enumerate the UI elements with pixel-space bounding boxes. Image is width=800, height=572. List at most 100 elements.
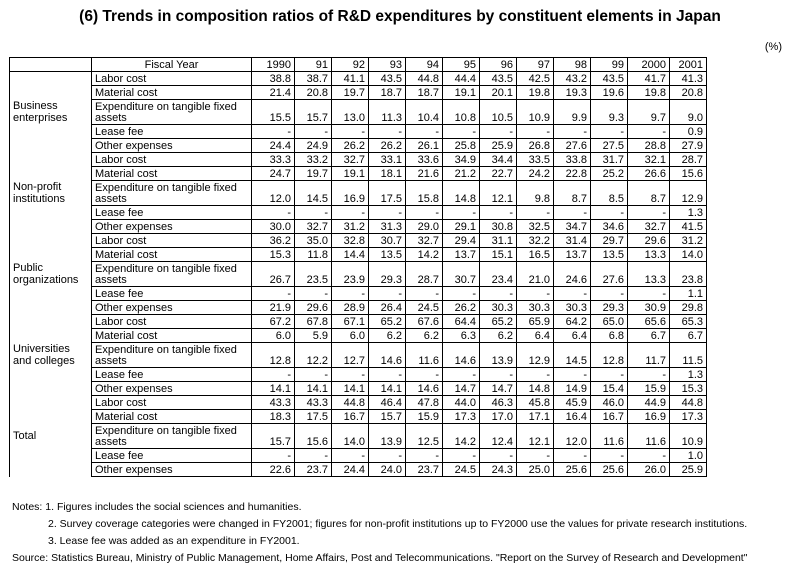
value-cell: -: [442, 124, 480, 139]
element-label: Material cost: [91, 328, 252, 343]
value-cell: -: [405, 286, 443, 301]
value-cell: 21.0: [516, 261, 554, 287]
value-cell: 24.5: [442, 462, 480, 477]
value-cell: 13.5: [590, 247, 628, 262]
table-row: Expenditure on tangible fixed assets 15.5…: [10, 99, 707, 125]
year-header: 91: [294, 57, 332, 72]
element-label: Labor cost: [91, 233, 252, 248]
value-cell: -: [294, 124, 332, 139]
value-cell: 14.7: [442, 381, 480, 396]
value-cell: 34.6: [590, 219, 628, 234]
value-cell: 12.8: [251, 342, 295, 368]
value-cell: 47.8: [405, 395, 443, 410]
value-cell: 29.4: [442, 233, 480, 248]
value-cell: -: [251, 286, 295, 301]
value-cell: 17.1: [516, 409, 554, 424]
value-cell: 20.8: [669, 85, 707, 100]
value-cell: 26.8: [516, 138, 554, 153]
value-cell: 16.7: [590, 409, 628, 424]
table-body: Business enterprises Labor cost 38.8 38.7 41…: [9, 71, 707, 477]
value-cell: -: [331, 205, 369, 220]
value-cell: -: [331, 367, 369, 382]
value-cell: 14.8: [516, 381, 554, 396]
value-cell: 14.6: [405, 381, 443, 396]
value-cell: 13.7: [553, 247, 591, 262]
value-cell: 14.1: [294, 381, 332, 396]
value-cell: 35.0: [294, 233, 332, 248]
value-cell: -: [442, 367, 480, 382]
value-cell: 33.3: [251, 152, 295, 167]
value-cell: 25.6: [553, 462, 591, 477]
value-cell: -: [627, 367, 670, 382]
value-cell: 28.8: [627, 138, 670, 153]
value-cell: 15.6: [294, 423, 332, 449]
value-cell: 12.0: [251, 180, 295, 206]
value-cell: 43.3: [294, 395, 332, 410]
value-cell: 14.2: [405, 247, 443, 262]
value-cell: 44.8: [669, 395, 707, 410]
value-cell: 22.7: [479, 166, 517, 181]
value-cell: 14.9: [553, 381, 591, 396]
table-row: Material cost 18.3 17.5 16.7 15.7 15.9 17.3 17.…: [10, 409, 707, 424]
element-label: Lease fee: [91, 286, 252, 301]
value-cell: 10.4: [405, 99, 443, 125]
value-cell: 15.7: [251, 423, 295, 449]
value-cell: 6.2: [479, 328, 517, 343]
value-cell: 30.9: [627, 300, 670, 315]
value-cell: -: [590, 286, 628, 301]
value-cell: 9.9: [553, 99, 591, 125]
value-cell: 26.2: [368, 138, 406, 153]
value-cell: 24.7: [251, 166, 295, 181]
value-cell: 64.2: [553, 314, 591, 329]
value-cell: 44.4: [442, 71, 480, 86]
value-cell: 24.0: [368, 462, 406, 477]
value-cell: 20.8: [294, 85, 332, 100]
year-header: 97: [516, 57, 554, 72]
value-cell: -: [553, 367, 591, 382]
value-cell: 29.1: [442, 219, 480, 234]
value-cell: 43.5: [368, 71, 406, 86]
value-cell: 22.8: [553, 166, 591, 181]
element-label: Expenditure on tangible fixed assets: [91, 99, 252, 125]
value-cell: 15.5: [251, 99, 295, 125]
value-cell: 26.2: [331, 138, 369, 153]
value-cell: 33.5: [516, 152, 554, 167]
value-cell: 44.0: [442, 395, 480, 410]
value-cell: 33.8: [553, 152, 591, 167]
value-cell: 10.5: [479, 99, 517, 125]
value-cell: 46.0: [590, 395, 628, 410]
value-cell: 33.1: [368, 152, 406, 167]
group-label: Non-profit institutions: [9, 152, 92, 234]
value-cell: 24.6: [553, 261, 591, 287]
value-cell: 27.5: [590, 138, 628, 153]
value-cell: 30.7: [368, 233, 406, 248]
group-label: Universities and colleges: [9, 314, 92, 396]
element-label: Other expenses: [91, 138, 252, 153]
value-cell: -: [590, 367, 628, 382]
value-cell: 32.8: [331, 233, 369, 248]
group-label: Public organizations: [9, 233, 92, 315]
value-cell: 13.9: [368, 423, 406, 449]
value-cell: 21.6: [405, 166, 443, 181]
value-cell: 32.1: [627, 152, 670, 167]
value-cell: 11.3: [368, 99, 406, 125]
value-cell: 11.6: [590, 423, 628, 449]
value-cell: -: [553, 448, 591, 463]
table-row: Lease fee - - - - - - - - - - -1.3: [10, 205, 707, 220]
value-cell: 13.5: [368, 247, 406, 262]
value-cell: 16.9: [331, 180, 369, 206]
value-cell: -: [294, 205, 332, 220]
element-label: Material cost: [91, 85, 252, 100]
value-cell: 29.6: [627, 233, 670, 248]
value-cell: 46.4: [368, 395, 406, 410]
value-cell: 26.4: [368, 300, 406, 315]
value-cell: -: [405, 448, 443, 463]
element-label: Material cost: [91, 409, 252, 424]
value-cell: 6.4: [553, 328, 591, 343]
value-cell: 29.0: [405, 219, 443, 234]
element-label: Other expenses: [91, 300, 252, 315]
value-cell: -: [294, 448, 332, 463]
value-cell: 12.1: [479, 180, 517, 206]
value-cell: 21.9: [251, 300, 295, 315]
value-cell: -: [368, 286, 406, 301]
